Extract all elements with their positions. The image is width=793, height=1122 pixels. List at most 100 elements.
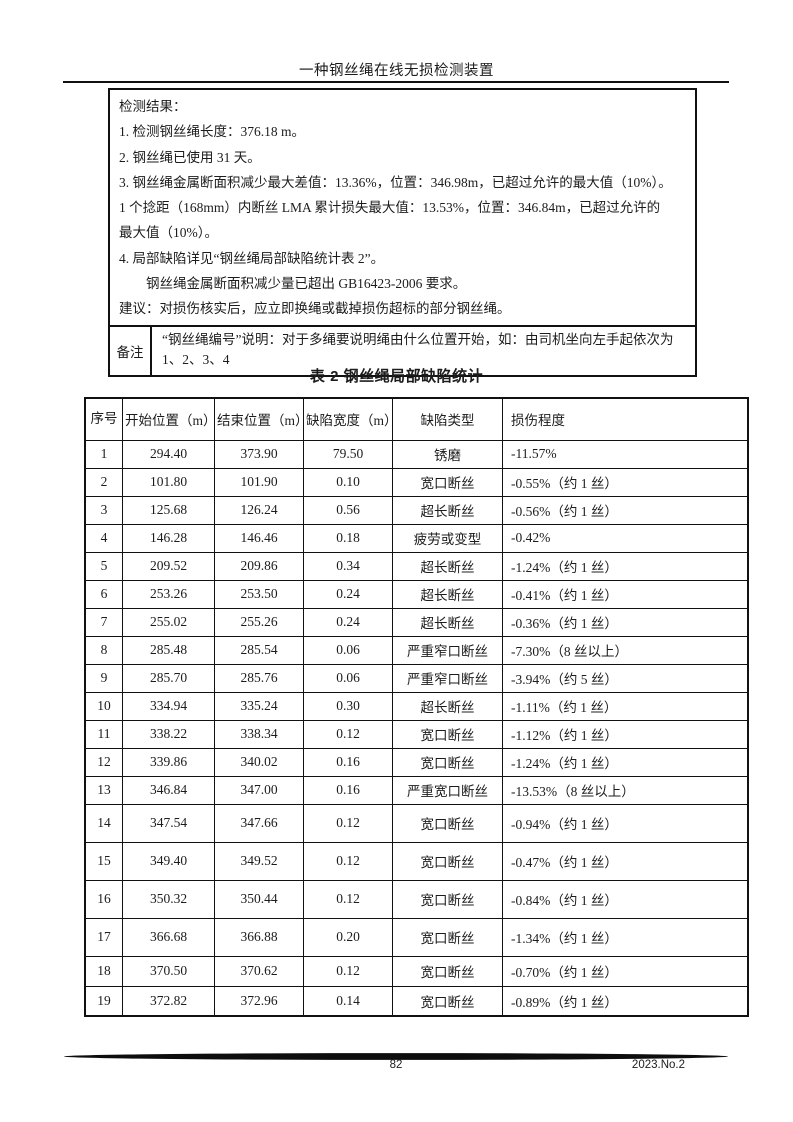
- table-cell: -0.56%（约 1 丝）: [502, 495, 749, 525]
- footer: 82 2023.No.2: [63, 1059, 729, 1075]
- table-row: 15 349.40 349.52 0.12 宽口断丝 -0.47%（约 1 丝）: [84, 841, 749, 881]
- table-cell: 9: [84, 663, 123, 693]
- table-cell: 5: [84, 551, 123, 581]
- table-cell: 14: [84, 803, 123, 843]
- result-line: 钢丝绳金属断面积减少量已超出 GB16423-2006 要求。: [146, 276, 467, 292]
- table-cell: 超长断丝: [392, 551, 503, 581]
- result-line: 1 个捻距（168mm）内断丝 LMA 累计损失最大值：13.53%，位置：34…: [119, 200, 661, 216]
- table-row: 18 370.50 370.62 0.12 宽口断丝 -0.70%（约 1 丝）: [84, 955, 749, 987]
- table-cell: -1.24%（约 1 丝）: [502, 551, 749, 581]
- table-cell: 126.24: [214, 495, 304, 525]
- table-cell: 255.02: [122, 607, 215, 637]
- header-row: 序号 开始位置（m） 结束位置（m） 缺陷宽度（m） 缺陷类型 损伤程度: [84, 397, 749, 441]
- table-row: 7 255.02 255.26 0.24 超长断丝 -0.36%（约 1 丝）: [84, 607, 749, 637]
- table-cell: 宽口断丝: [392, 841, 503, 881]
- result-line: 建议：对损伤核实后，应立即换绳或截掉损伤超标的部分钢丝绳。: [119, 301, 511, 317]
- table-cell: 宽口断丝: [392, 955, 503, 987]
- table-cell: 285.76: [214, 663, 304, 693]
- table-row: 12 339.86 340.02 0.16 宽口断丝 -1.24%（约 1 丝）: [84, 747, 749, 777]
- table-cell: 349.40: [122, 841, 215, 881]
- footer-rule-shape: [64, 1053, 728, 1060]
- table-row: 19 372.82 372.96 0.14 宽口断丝 -0.89%（约 1 丝）: [84, 985, 749, 1017]
- table-cell: 0.12: [303, 719, 393, 749]
- table-cell: 285.54: [214, 635, 304, 665]
- remark-row: 备注 “钢丝绳编号”说明：对于多绳要说明绳由什么位置开始，如：由司机坐向左手起依…: [110, 324, 695, 375]
- table-title: 表 2 钢丝绳局部缺陷统计: [309, 368, 484, 385]
- result-box: 检测结果： 1. 检测钢丝绳长度：376.18 m。 2. 钢丝绳已使用 31 天。…: [108, 88, 697, 377]
- table-cell: 349.52: [214, 841, 304, 881]
- table-row: 8 285.48 285.54 0.06 严重窄口断丝 -7.30%（8 丝以上）: [84, 635, 749, 665]
- table-cell: 19: [84, 985, 123, 1017]
- table-cell: 340.02: [214, 747, 304, 777]
- table-cell: 0.20: [303, 917, 393, 957]
- table-cell: -0.55%（约 1 丝）: [502, 467, 749, 497]
- table-cell: 0.12: [303, 841, 393, 881]
- table-cell: 13: [84, 775, 123, 805]
- table-cell: 0.12: [303, 803, 393, 843]
- table-cell: 347.66: [214, 803, 304, 843]
- table-row: 2 101.80 101.90 0.10 宽口断丝 -0.55%（约 1 丝）: [84, 467, 749, 497]
- result-lines: 检测结果： 1. 检测钢丝绳长度：376.18 m。 2. 钢丝绳已使用 31 天。…: [110, 90, 695, 325]
- table-cell: 253.26: [122, 579, 215, 609]
- table-cell: 125.68: [122, 495, 215, 525]
- footer-rule: [63, 1048, 729, 1060]
- table-cell: -0.47%（约 1 丝）: [502, 841, 749, 881]
- table-row: 16 350.32 350.44 0.12 宽口断丝 -0.84%（约 1 丝）: [84, 879, 749, 919]
- defect-table-head: 序号 开始位置（m） 结束位置（m） 缺陷宽度（m） 缺陷类型 损伤程度: [84, 397, 749, 441]
- table-cell: -7.30%（8 丝以上）: [502, 635, 749, 665]
- table-row: 6 253.26 253.50 0.24 超长断丝 -0.41%（约 1 丝）: [84, 579, 749, 609]
- column-header: 序号: [84, 397, 123, 441]
- table-cell: 15: [84, 841, 123, 881]
- table-cell: 超长断丝: [392, 691, 503, 721]
- table-cell: -0.70%（约 1 丝）: [502, 955, 749, 987]
- table-row: 3 125.68 126.24 0.56 超长断丝 -0.56%（约 1 丝）: [84, 495, 749, 525]
- result-line: 检测结果：: [119, 99, 187, 114]
- table-cell: -11.57%: [502, 439, 749, 469]
- remark-label: 备注: [110, 326, 152, 375]
- table-cell: 0.16: [303, 775, 393, 805]
- table-cell: 209.52: [122, 551, 215, 581]
- table-cell: 18: [84, 955, 123, 987]
- table-cell: 338.22: [122, 719, 215, 749]
- table-cell: 0.14: [303, 985, 393, 1017]
- table-cell: 超长断丝: [392, 579, 503, 609]
- table-cell: 12: [84, 747, 123, 777]
- table-cell: 350.32: [122, 879, 215, 919]
- table-cell: 16: [84, 879, 123, 919]
- table-cell: 285.48: [122, 635, 215, 665]
- table-cell: 6: [84, 579, 123, 609]
- table-cell: 346.84: [122, 775, 215, 805]
- table-cell: 370.62: [214, 955, 304, 987]
- table-cell: 372.96: [214, 985, 304, 1017]
- table-cell: 338.34: [214, 719, 304, 749]
- table-cell: 350.44: [214, 879, 304, 919]
- table-cell: -0.42%: [502, 523, 749, 553]
- table-cell: 宽口断丝: [392, 719, 503, 749]
- table-cell: 285.70: [122, 663, 215, 693]
- table-cell: 0.56: [303, 495, 393, 525]
- table-cell: 1: [84, 439, 123, 469]
- result-line: 1. 检测钢丝绳长度：376.18 m。: [119, 124, 306, 140]
- table-row: 5 209.52 209.86 0.34 超长断丝 -1.24%（约 1 丝）: [84, 551, 749, 581]
- table-row: 14 347.54 347.66 0.12 宽口断丝 -0.94%（约 1 丝）: [84, 803, 749, 843]
- table-cell: 209.86: [214, 551, 304, 581]
- table-cell: 335.24: [214, 691, 304, 721]
- table-cell: 334.94: [122, 691, 215, 721]
- table-row: 13 346.84 347.00 0.16 严重宽口断丝 -13.53%（8 丝以上）: [84, 775, 749, 805]
- table-row: 11 338.22 338.34 0.12 宽口断丝 -1.12%（约 1 丝）: [84, 719, 749, 749]
- table-cell: 0.34: [303, 551, 393, 581]
- table-cell: -1.24%（约 1 丝）: [502, 747, 749, 777]
- table-cell: 严重宽口断丝: [392, 775, 503, 805]
- table-cell: 0.16: [303, 747, 393, 777]
- table-cell: 146.46: [214, 523, 304, 553]
- table-cell: 锈磨: [392, 439, 503, 469]
- table-cell: 宽口断丝: [392, 467, 503, 497]
- table-cell: 347.00: [214, 775, 304, 805]
- column-header: 缺陷类型: [392, 397, 503, 441]
- table-cell: 11: [84, 719, 123, 749]
- table-cell: 宽口断丝: [392, 803, 503, 843]
- table-row: 9 285.70 285.76 0.06 严重窄口断丝 -3.94%（约 5 丝）: [84, 663, 749, 693]
- table-cell: 79.50: [303, 439, 393, 469]
- table-cell: 101.80: [122, 467, 215, 497]
